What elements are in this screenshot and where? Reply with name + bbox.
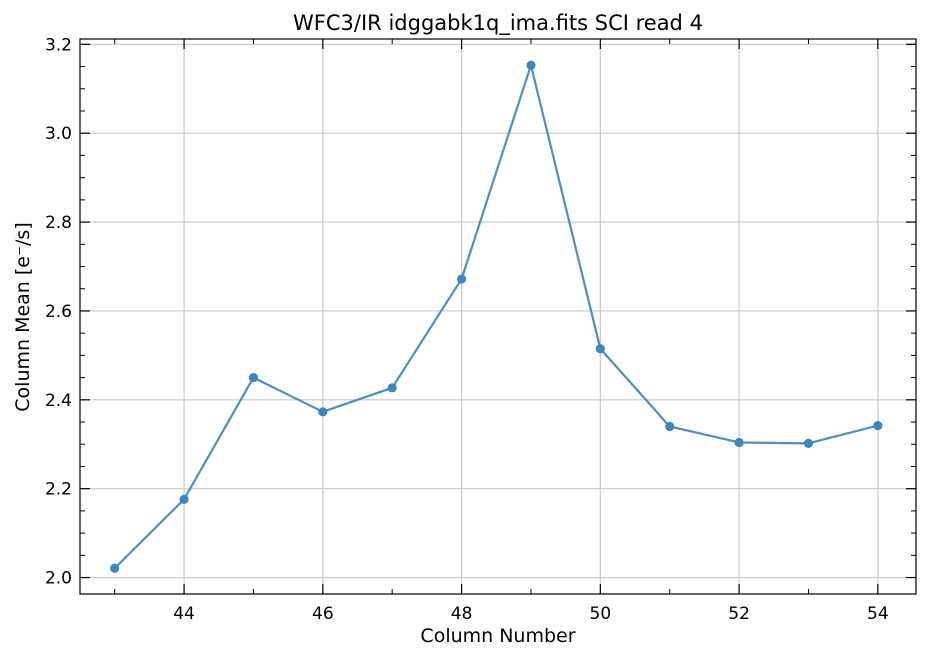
grid (80, 39, 916, 594)
data-point (248, 372, 259, 383)
data-point (318, 407, 328, 417)
x-tick-label: 54 (867, 604, 889, 624)
data-point (387, 383, 397, 393)
y-tick-label: 3.2 (45, 35, 72, 55)
data-point (456, 274, 467, 284)
x-axis-title: Column Number (420, 625, 575, 647)
data-point (665, 421, 675, 432)
x-tick-label: 44 (173, 604, 195, 624)
y-tick-label: 2.0 (45, 569, 72, 589)
x-tick-label: 52 (728, 604, 750, 624)
data-point (873, 420, 883, 431)
y-tick-label: 2.6 (45, 302, 72, 322)
data-point (179, 494, 189, 504)
x-tick-label: 48 (451, 604, 473, 624)
series (110, 60, 883, 573)
plot-frame (79, 38, 917, 595)
series-line (113, 64, 879, 570)
data-point (803, 438, 814, 448)
y-tick-label: 2.4 (45, 391, 72, 411)
data-point (526, 60, 536, 70)
data-point (595, 344, 605, 354)
y-axis-title: Column Mean [e⁻/s] (12, 222, 34, 411)
tick-labels: 44 46 48 50 52 54 2.0 2.2 2.4 2.6 2.8 3.0 3.2 (45, 35, 889, 624)
x-tick-label: 50 (590, 604, 612, 624)
axis-ticks (80, 39, 916, 594)
y-tick-label: 2.8 (45, 213, 72, 233)
chart-title: WFC3/IR idggabk1q_ima.fits SCI read 4 (293, 11, 703, 36)
data-point (110, 563, 120, 573)
x-tick-label: 46 (312, 604, 334, 624)
data-point (734, 437, 744, 448)
y-tick-label: 2.2 (45, 480, 72, 500)
y-tick-label: 3.0 (45, 124, 72, 144)
